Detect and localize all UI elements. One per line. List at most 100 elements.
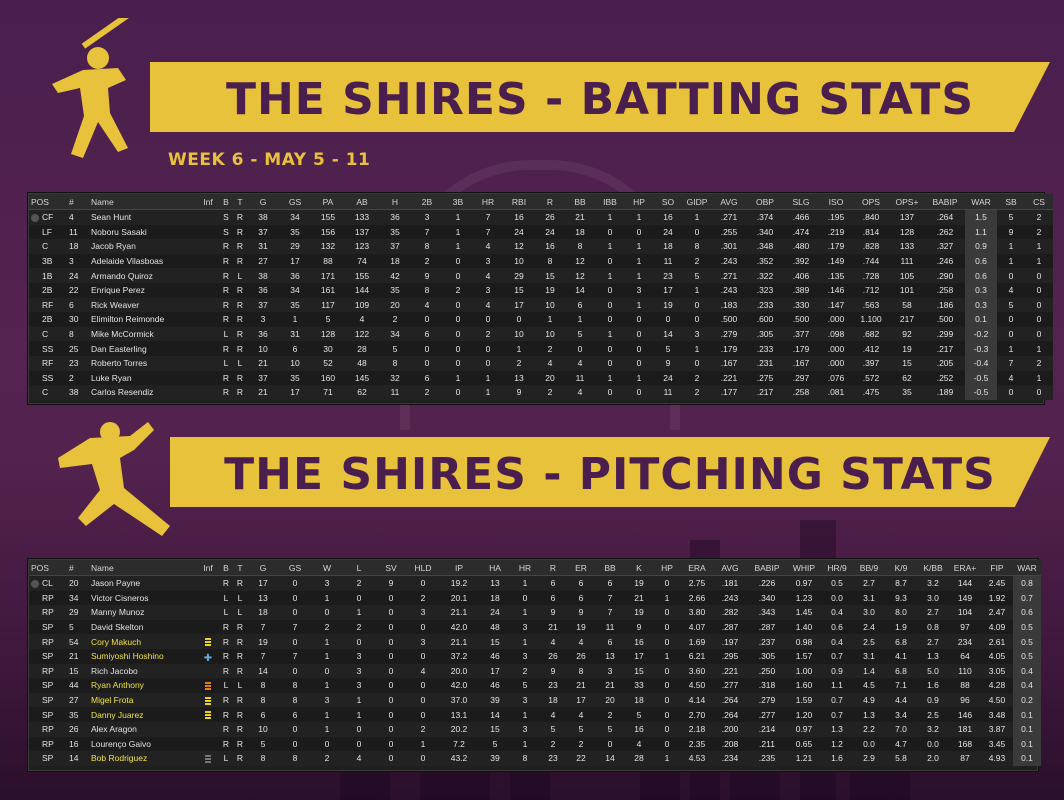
- table-row[interactable]: C 8 Mike McCormick L R 36 31 128 122 34 6 0 2 10 10 5 1 0…: [29, 326, 1053, 342]
- player-name[interactable]: Manny Munoz: [89, 605, 197, 620]
- table-row[interactable]: SP 21 Sumiyoshi Hoshino ✚ R R 7 7 1 3 0 0 37.2 46 3 26 2…: [29, 648, 1041, 664]
- column-header-k-bb[interactable]: K/BB: [917, 560, 949, 576]
- column-header-gs[interactable]: GS: [279, 194, 311, 210]
- player-name[interactable]: Armando Quiroz: [89, 268, 197, 283]
- player-name[interactable]: Carlos Resendiz: [89, 385, 197, 400]
- column-header-hld[interactable]: HLD: [407, 560, 439, 576]
- table-row[interactable]: SP 35 Danny Juarez R R 6 6 1 1 0 0 13.1 14 1 4 4 2 5 0 2.70…: [29, 707, 1041, 722]
- table-row[interactable]: RF 23 Roberto Torres L L 21 10 52 48 8 0 0 0 2 4 4 0 0 9 0.…: [29, 355, 1053, 371]
- table-row[interactable]: RP 16 Lourenço Gaivo R R 5 0 0 0 0 1 7.2 5 1 2 2 0 4 0 2.35…: [29, 736, 1041, 752]
- table-row[interactable]: C 18 Jacob Ryan R R 31 29 132 123 37 8 1 4 12 16 8 1 1 18 8…: [29, 239, 1053, 254]
- column-header-l[interactable]: L: [343, 560, 375, 576]
- column-header-t[interactable]: T: [233, 194, 247, 210]
- table-row[interactable]: SP 14 Bob Rodriguez L R 8 8 2 4 0 0 43.2 39 8 23 22 14 28…: [29, 751, 1041, 766]
- player-name[interactable]: Enrique Perez: [89, 282, 197, 298]
- table-row[interactable]: LF 11 Noboru Sasaki S R 37 35 156 137 35 7 1 7 24 24 18…: [29, 224, 1053, 240]
- column-header-ha[interactable]: HA: [479, 560, 511, 576]
- table-row[interactable]: SP 5 David Skelton R R 7 7 2 2 0 0 42.0 48 3 21 19 11 9 0 4…: [29, 619, 1041, 635]
- table-row[interactable]: 1B 24 Armando Quiroz R L 38 36 171 155 42 9 0 4 29 15 1…: [29, 268, 1053, 283]
- column-header-babip[interactable]: BABIP: [747, 560, 787, 576]
- column-header-pa[interactable]: PA: [311, 194, 345, 210]
- table-row[interactable]: RP 54 Cory Makuch R R 19 0 1 0 0 3 21.1 15 1 4 4 6 16 0 1.6…: [29, 634, 1041, 649]
- column-header-rbi[interactable]: RBI: [503, 194, 535, 210]
- column-header-col[interactable]: #: [67, 194, 89, 210]
- column-header-cs[interactable]: CS: [1025, 194, 1053, 210]
- column-header-gs[interactable]: GS: [279, 560, 311, 576]
- column-header-g[interactable]: G: [247, 560, 279, 576]
- column-header-pos[interactable]: POS: [29, 560, 67, 576]
- column-header-3b[interactable]: 3B: [443, 194, 473, 210]
- table-row[interactable]: SP 44 Ryan Anthony L L 8 8 1 3 0 0 42.0 46 5 23 21 21 33 0…: [29, 678, 1041, 693]
- table-row[interactable]: CF 4 Sean Hunt S R 38 34 155 133 36 3 1 7 16 26 21 1 1 16 1…: [29, 209, 1053, 225]
- player-name[interactable]: Victor Cisneros: [89, 590, 197, 606]
- player-name[interactable]: Rich Jacobo: [89, 663, 197, 679]
- column-header-slg[interactable]: SLG: [783, 194, 819, 210]
- table-row[interactable]: RP 26 Alex Aragon R R 10 0 1 0 0 2 20.2 15 3 5 5 5 16 0 2.1…: [29, 721, 1041, 737]
- column-header-era[interactable]: ERA+: [949, 560, 981, 576]
- column-header-hp[interactable]: HP: [625, 194, 653, 210]
- player-name[interactable]: Roberto Torres: [89, 355, 197, 371]
- column-header-war[interactable]: WAR: [965, 194, 997, 210]
- column-header-bb[interactable]: BB: [595, 560, 625, 576]
- table-row[interactable]: RP 29 Manny Munoz L L 18 0 0 1 0 3 21.1 24 1 9 9 7 19 0 3.8…: [29, 605, 1041, 620]
- player-name[interactable]: David Skelton: [89, 619, 197, 635]
- column-header-b[interactable]: B: [219, 560, 233, 576]
- column-header-hr[interactable]: HR: [473, 194, 503, 210]
- player-name[interactable]: Migel Frota: [89, 692, 197, 708]
- player-name[interactable]: Luke Ryan: [89, 370, 197, 386]
- column-header-avg[interactable]: AVG: [713, 560, 747, 576]
- column-header-bb-9[interactable]: BB/9: [853, 560, 885, 576]
- table-row[interactable]: SS 2 Luke Ryan R R 37 35 160 145 32 6 1 1 13 20 11 1 1 24 2…: [29, 370, 1053, 386]
- column-header-pos[interactable]: POS: [29, 194, 67, 210]
- column-header-b[interactable]: B: [219, 194, 233, 210]
- table-row[interactable]: 2B 30 Elimilton Reimonde R R 3 1 5 4 2 0 0 0 0 1 1 0 0 0 0.…: [29, 312, 1053, 327]
- column-header-sv[interactable]: SV: [375, 560, 407, 576]
- player-name[interactable]: Jason Payne: [89, 575, 197, 591]
- player-name[interactable]: Noboru Sasaki: [89, 224, 197, 240]
- column-header-g[interactable]: G: [247, 194, 279, 210]
- column-header-era[interactable]: ERA: [681, 560, 713, 576]
- player-name[interactable]: Bob Rodriguez: [89, 751, 197, 766]
- column-header-inf[interactable]: Inf: [197, 560, 219, 576]
- column-header-name[interactable]: Name: [89, 560, 197, 576]
- column-header-gidp[interactable]: GIDP: [683, 194, 711, 210]
- player-name[interactable]: Mike McCormick: [89, 326, 197, 342]
- column-header-hr[interactable]: HR: [511, 560, 539, 576]
- column-header-name[interactable]: Name: [89, 194, 197, 210]
- column-header-fip[interactable]: FIP: [981, 560, 1013, 576]
- column-header-k-9[interactable]: K/9: [885, 560, 917, 576]
- column-header-ip[interactable]: IP: [439, 560, 479, 576]
- player-name[interactable]: Dan Easterling: [89, 341, 197, 356]
- column-header-obp[interactable]: OBP: [747, 194, 783, 210]
- column-header-k[interactable]: K: [625, 560, 653, 576]
- column-header-r[interactable]: R: [539, 560, 567, 576]
- column-header-hr-9[interactable]: HR/9: [821, 560, 853, 576]
- column-header-iso[interactable]: ISO: [819, 194, 853, 210]
- column-header-t[interactable]: T: [233, 560, 247, 576]
- column-header-whip[interactable]: WHIP: [787, 560, 821, 576]
- player-name[interactable]: Danny Juarez: [89, 707, 197, 722]
- player-name[interactable]: Adelaide Vilasboas: [89, 253, 197, 269]
- column-header-ibb[interactable]: IBB: [595, 194, 625, 210]
- table-row[interactable]: 2B 22 Enrique Perez R R 36 34 161 144 35 8 2 3 15 19 14…: [29, 282, 1053, 298]
- column-header-2b[interactable]: 2B: [411, 194, 443, 210]
- player-name[interactable]: Elimilton Reimonde: [89, 312, 197, 327]
- column-header-hp[interactable]: HP: [653, 560, 681, 576]
- table-row[interactable]: 3B 3 Adelaide Vilasboas R R 27 17 88 74 18 2 0 3 10 8 1…: [29, 253, 1053, 269]
- column-header-sb[interactable]: SB: [997, 194, 1025, 210]
- column-header-avg[interactable]: AVG: [711, 194, 747, 210]
- table-row[interactable]: RP 15 Rich Jacobo R R 14 0 0 3 0 4 20.0 17 2 9 8 3 15 0 3.6…: [29, 663, 1041, 679]
- table-row[interactable]: C 38 Carlos Resendiz R R 21 17 71 62 11 2 0 1 9 2 4 0 0 11…: [29, 385, 1053, 400]
- table-row[interactable]: RF 6 Rick Weaver R R 37 35 117 109 20 4 0 4 17 10 6 0 1 19…: [29, 297, 1053, 313]
- column-header-ops[interactable]: OPS: [853, 194, 889, 210]
- player-name[interactable]: Sean Hunt: [89, 209, 197, 225]
- player-name[interactable]: Rick Weaver: [89, 297, 197, 313]
- column-header-babip[interactable]: BABIP: [925, 194, 965, 210]
- player-name[interactable]: Jacob Ryan: [89, 239, 197, 254]
- table-row[interactable]: CL 20 Jason Payne R R 17 0 3 2 9 0 19.2 13 1 6 6 6 19 0 2.7…: [29, 575, 1041, 591]
- column-header-er[interactable]: ER: [567, 560, 595, 576]
- player-name[interactable]: Ryan Anthony: [89, 678, 197, 693]
- player-name[interactable]: Sumiyoshi Hoshino: [89, 648, 197, 664]
- column-header-war[interactable]: WAR: [1013, 560, 1041, 576]
- column-header-ops[interactable]: OPS+: [889, 194, 925, 210]
